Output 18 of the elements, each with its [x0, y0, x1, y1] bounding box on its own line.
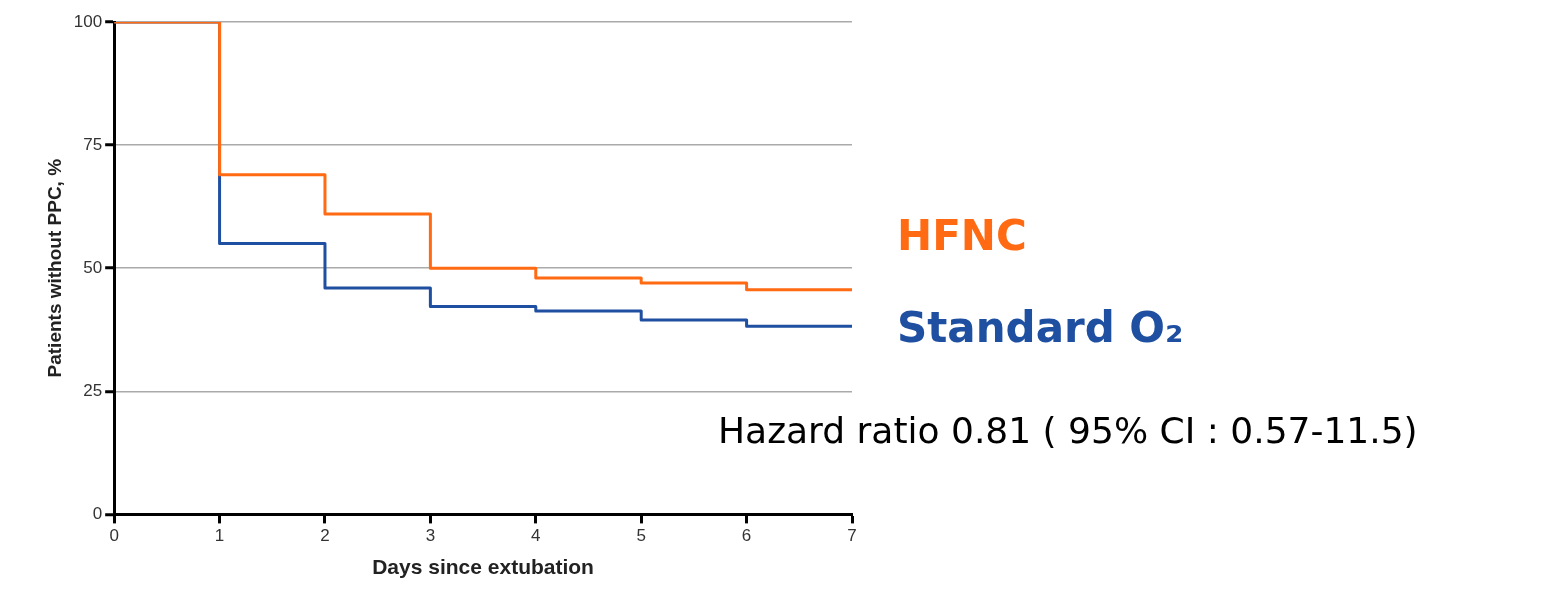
x-tick-label: 0 — [109, 526, 119, 546]
x-tick-label: 2 — [320, 526, 330, 546]
y-tick-label: 25 — [83, 380, 103, 400]
x-tick-label: 1 — [214, 526, 225, 546]
series-label: HFNC — [897, 210, 1028, 262]
x-tick-label: 5 — [636, 526, 646, 546]
y-axis-title: Patients without PPC, % — [43, 158, 65, 378]
annotation: Hazard ratio 0.81 ( 95% CI : 0.57-11.5) — [718, 410, 1418, 451]
x-tick-label: 4 — [531, 526, 541, 546]
x-axis-title: Days since extubation — [372, 555, 594, 579]
y-tick-label: 0 — [92, 504, 103, 524]
x-tick-label: 6 — [741, 526, 752, 546]
y-tick-label: 75 — [83, 134, 103, 154]
y-tick-label: 50 — [83, 257, 103, 277]
x-tick-label: 7 — [847, 526, 857, 546]
series-label: Standard O₂ — [897, 302, 1184, 354]
y-tick-label: 100 — [73, 11, 103, 31]
x-tick-label: 3 — [425, 526, 436, 546]
